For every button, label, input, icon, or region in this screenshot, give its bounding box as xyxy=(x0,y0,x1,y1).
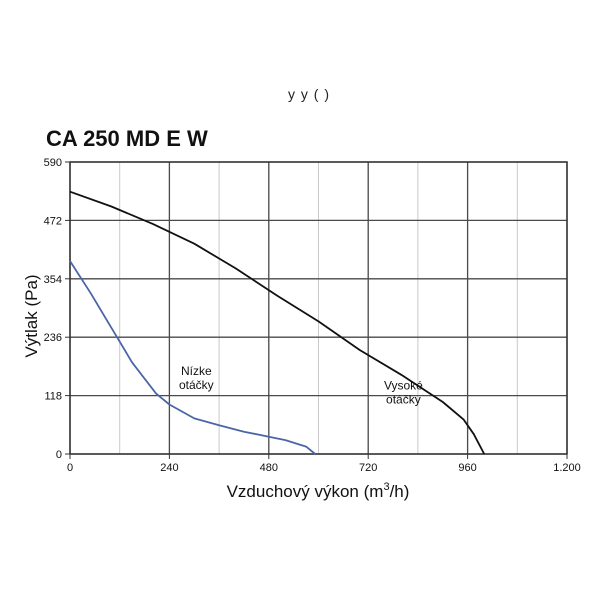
y-tick-label: 472 xyxy=(44,215,62,227)
y-tick-label: 0 xyxy=(56,449,62,461)
x-tick-label: 480 xyxy=(260,462,278,474)
series-labels: Nízke otáčky Vysoké otáčky xyxy=(179,364,423,407)
series-label-low-speed: Nízke otáčky xyxy=(179,364,214,392)
series-line-high-speed xyxy=(69,190,485,455)
x-axis-label: Vzduchový výkon (m3/h) xyxy=(227,481,410,501)
x-tick-label: 720 xyxy=(359,462,377,474)
y-tick-label: 118 xyxy=(44,391,62,403)
x-tick-label: 0 xyxy=(67,462,73,474)
series-line-low-speed xyxy=(69,260,316,455)
x-tick-label: 960 xyxy=(458,462,476,474)
y-tick-label: 354 xyxy=(44,274,62,286)
series-lines xyxy=(69,190,485,455)
chart-title: CA 250 MD E W xyxy=(46,126,208,151)
y-axis-label: Výtlak (Pa) xyxy=(22,274,41,357)
grid xyxy=(69,161,568,455)
axes: 0 240 480 720 960 1.200 0 118 236 354 472 590 xyxy=(44,157,581,474)
x-tick-label: 1.200 xyxy=(553,462,581,474)
cropped-header-text: y y ( ) xyxy=(288,86,330,102)
x-tick-label: 240 xyxy=(160,462,178,474)
y-tick-label: 236 xyxy=(44,332,62,344)
plot-frame xyxy=(69,161,568,455)
series-label-high-speed: Vysoké otáčky xyxy=(384,379,423,407)
y-tick-label: 590 xyxy=(44,157,62,169)
